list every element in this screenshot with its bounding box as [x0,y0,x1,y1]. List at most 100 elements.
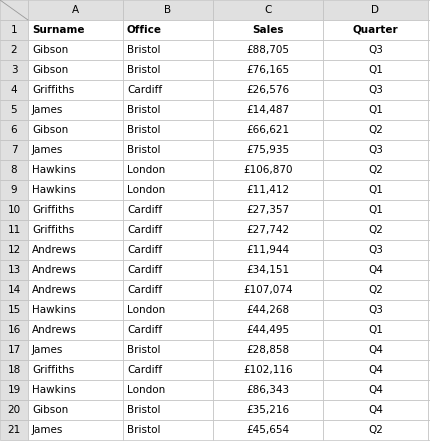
Text: 19: 19 [7,385,21,395]
Bar [0,140,28,160]
Text: £66,621: £66,621 [246,125,289,135]
Text: Sales: Sales [252,25,283,35]
Text: Q1: Q1 [367,205,382,215]
Text: D: D [371,5,379,15]
Bar [28,320,123,340]
Bar [0,220,28,240]
Text: 17: 17 [7,345,21,355]
Bar [212,380,322,400]
Bar [427,100,430,120]
Text: Q3: Q3 [367,145,382,155]
Text: Bristol: Bristol [127,65,160,75]
Bar [0,300,28,320]
Text: £11,944: £11,944 [246,245,289,255]
Text: 18: 18 [7,365,21,375]
Bar [427,60,430,80]
Bar [427,200,430,220]
Bar [0,20,28,40]
Bar [0,260,28,280]
Bar [123,20,212,40]
Bar [123,400,212,420]
Text: Q4: Q4 [367,405,382,415]
Bar [28,100,123,120]
Text: Q1: Q1 [367,105,382,115]
Bar [212,20,322,40]
Text: Q2: Q2 [367,285,382,295]
Text: £76,165: £76,165 [246,65,289,75]
Bar [123,320,212,340]
Text: Cardiff: Cardiff [127,225,162,235]
Text: £75,935: £75,935 [246,145,289,155]
Bar [123,220,212,240]
Text: James: James [32,425,63,435]
Bar [212,120,322,140]
Text: Hawkins: Hawkins [32,385,76,395]
Bar [0,400,28,420]
Bar [212,80,322,100]
Text: London: London [127,185,165,195]
Bar [322,120,427,140]
Text: Office: Office [127,25,162,35]
Bar [427,360,430,380]
Text: Andrews: Andrews [32,245,77,255]
Text: 12: 12 [7,245,21,255]
Text: Bristol: Bristol [127,105,160,115]
Bar [212,400,322,420]
Bar [212,100,322,120]
Text: Bristol: Bristol [127,125,160,135]
Text: Q1: Q1 [367,185,382,195]
Bar [123,360,212,380]
Text: Griffiths: Griffiths [32,205,74,215]
Bar [427,160,430,180]
Bar [28,280,123,300]
Bar [123,80,212,100]
Text: 11: 11 [7,225,21,235]
Bar [427,380,430,400]
Bar [0,200,28,220]
Bar [322,340,427,360]
Text: London: London [127,305,165,315]
Text: £102,116: £102,116 [243,365,292,375]
Text: 10: 10 [7,205,21,215]
Text: £28,858: £28,858 [246,345,289,355]
Text: Griffiths: Griffiths [32,85,74,95]
Text: Q1: Q1 [367,325,382,335]
Bar [427,280,430,300]
Bar [212,280,322,300]
Text: Q3: Q3 [367,245,382,255]
Bar [123,260,212,280]
Bar [123,300,212,320]
Bar [212,140,322,160]
Bar [123,120,212,140]
Bar [28,380,123,400]
Bar [427,120,430,140]
Bar [28,220,123,240]
Text: Q4: Q4 [367,345,382,355]
Text: Bristol: Bristol [127,405,160,415]
Bar [0,80,28,100]
Bar [28,0,123,20]
Bar [212,320,322,340]
Text: Q4: Q4 [367,265,382,275]
Bar [322,80,427,100]
Text: James: James [32,345,63,355]
Bar [212,220,322,240]
Text: London: London [127,385,165,395]
Bar [427,260,430,280]
Bar [28,400,123,420]
Bar [0,420,28,440]
Text: 2: 2 [11,45,17,55]
Text: Bristol: Bristol [127,145,160,155]
Bar [427,300,430,320]
Bar [322,360,427,380]
Text: Bristol: Bristol [127,45,160,55]
Text: 13: 13 [7,265,21,275]
Text: £106,870: £106,870 [243,165,292,175]
Bar [28,160,123,180]
Text: 3: 3 [11,65,17,75]
Bar [322,0,427,20]
Bar [123,280,212,300]
Bar [28,180,123,200]
Text: £44,268: £44,268 [246,305,289,315]
Bar [28,120,123,140]
